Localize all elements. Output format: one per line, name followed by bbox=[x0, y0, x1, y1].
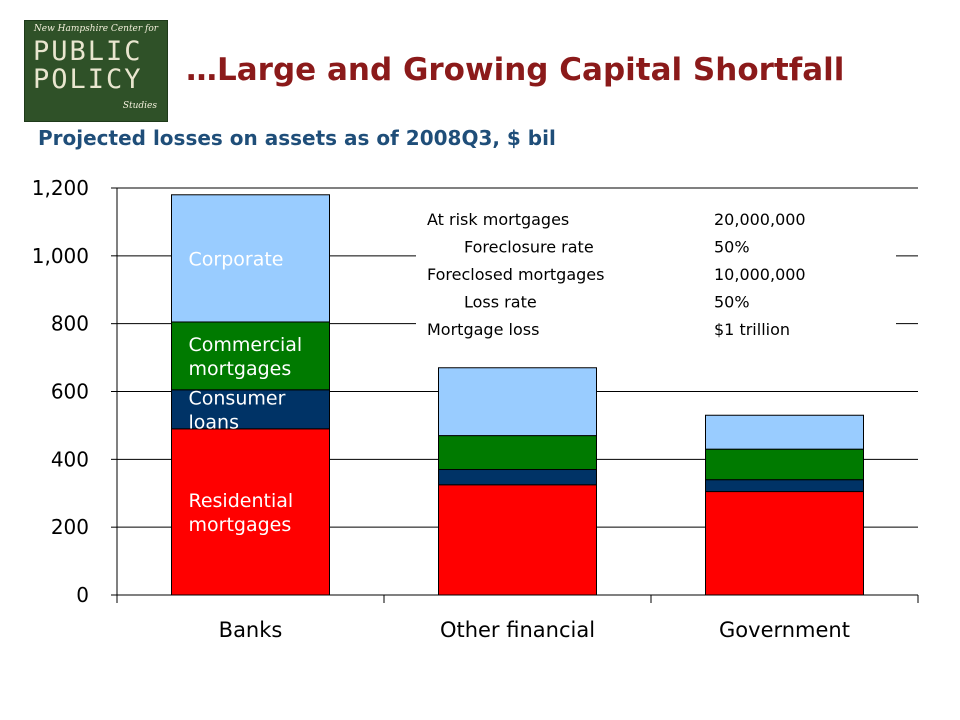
bar-banks-commercial-mortgages bbox=[171, 321, 330, 391]
y-tick-label: 0 bbox=[76, 583, 89, 607]
y-tick-label: 400 bbox=[51, 447, 89, 471]
annotation-value: 10,000,000 bbox=[714, 265, 806, 284]
logo-line-public: PUBLIC bbox=[33, 36, 143, 67]
annotation-label: Foreclosed mortgages bbox=[427, 265, 604, 284]
x-category-label: Other financial bbox=[440, 618, 595, 642]
bar-banks-corporate bbox=[171, 194, 330, 323]
bar-other-financial-commercial-mortgages bbox=[438, 435, 597, 471]
bar-government-corporate bbox=[705, 414, 864, 450]
bar-government-commercial-mortgages bbox=[705, 448, 864, 481]
annotation-value: 20,000,000 bbox=[714, 210, 806, 229]
bar-other-financial-residential-mortgages bbox=[438, 484, 597, 596]
bar-banks-consumer-loans bbox=[171, 389, 330, 430]
y-tick-label: 600 bbox=[51, 380, 89, 404]
series-label-consumer-loans: Consumer bbox=[189, 387, 286, 409]
series-label-corporate: Corporate bbox=[189, 248, 284, 270]
bar-banks-residential-mortgages bbox=[171, 428, 330, 596]
series-label-residential-mortgages: Residential bbox=[189, 490, 294, 512]
y-tick-label: 200 bbox=[51, 515, 89, 539]
series-label-consumer-loans: loans bbox=[189, 411, 240, 433]
annotation-box bbox=[416, 200, 896, 350]
series-label-commercial-mortgages: mortgages bbox=[189, 358, 292, 380]
chart-subtitle: Projected losses on assets as of 2008Q3,… bbox=[38, 126, 556, 150]
annotation-label: Foreclosure rate bbox=[464, 238, 594, 257]
y-tick-label: 1,200 bbox=[32, 176, 89, 200]
series-label-commercial-mortgages: Commercial bbox=[189, 334, 303, 356]
x-category-label: Government bbox=[719, 618, 850, 642]
y-tick-label: 800 bbox=[51, 312, 89, 336]
slide-title: …Large and Growing Capital Shortfall bbox=[186, 52, 845, 88]
public-policy-logo: New Hampshire Center for PUBLIC POLICY S… bbox=[24, 20, 168, 122]
annotation-value: 50% bbox=[714, 293, 750, 312]
annotation-value: $1 trillion bbox=[714, 320, 790, 339]
bar-other-financial-corporate bbox=[438, 367, 597, 437]
y-tick-label: 1,000 bbox=[32, 244, 89, 268]
annotation-label: Loss rate bbox=[464, 293, 537, 312]
logo-bottom-text: Studies bbox=[122, 101, 157, 111]
logo-top-text: New Hampshire Center for bbox=[33, 24, 159, 34]
bar-government-consumer-loans bbox=[705, 479, 864, 493]
annotation-value: 50% bbox=[714, 238, 750, 257]
bar-government-residential-mortgages bbox=[705, 491, 864, 596]
logo-line-policy: POLICY bbox=[33, 64, 143, 95]
annotation-label: At risk mortgages bbox=[427, 210, 569, 229]
bar-other-financial-consumer-loans bbox=[438, 469, 597, 486]
annotation-label: Mortgage loss bbox=[427, 320, 539, 339]
x-category-label: Banks bbox=[219, 618, 283, 642]
series-label-residential-mortgages: mortgages bbox=[189, 514, 292, 536]
